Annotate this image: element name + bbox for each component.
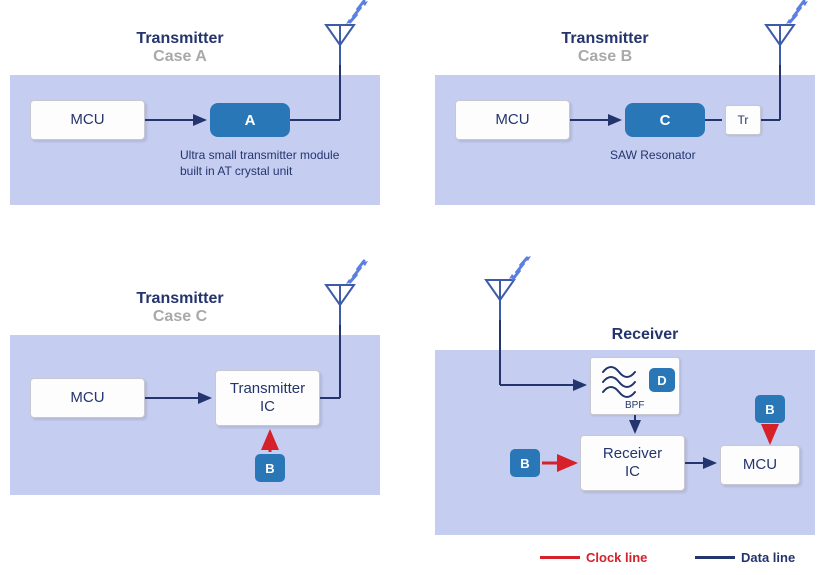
caption-b-text: SAW Resonator [610,148,696,162]
legend-clock-label: Clock line [586,550,647,565]
mcu-a: MCU [30,100,145,140]
chip-b-c-label: B [265,461,274,476]
mcu-d: MCU [720,445,800,485]
caption-a-line2: built in AT crystal unit [180,164,292,178]
panel-case-a [10,75,380,205]
panel-case-b [435,75,815,205]
caption-a: Ultra small transmitter module built in … [180,148,370,179]
chip-b-c: B [255,454,285,482]
chip-b-right-d: B [755,395,785,423]
chip-d: D [649,368,675,392]
title-case-b: Transmitter Case B [545,30,665,66]
chip-a: A [210,103,290,137]
mcu-a-label: MCU [70,111,104,129]
legend-data-label: Data line [741,550,795,565]
title-main-b: Transmitter [545,30,665,48]
bpf-label: BPF [625,400,644,411]
title-case-a: Transmitter Case A [120,30,240,66]
mcu-c-label: MCU [70,389,104,407]
chip-b-left-d: B [510,449,540,477]
tx-ic-label: Transmitter IC [230,380,305,416]
legend-data-line [695,556,735,559]
title-sub-a: Case A [120,48,240,66]
tr-box: Tr [725,105,761,135]
chip-b-left-d-label: B [520,456,529,471]
legend-clock-line [540,556,580,559]
caption-b: SAW Resonator [610,148,696,164]
mcu-b-label: MCU [495,111,529,129]
bpf-box: D BPF [590,357,680,415]
bpf-waves-icon [601,364,651,398]
mcu-c: MCU [30,378,145,418]
chip-c: C [625,103,705,137]
mcu-b: MCU [455,100,570,140]
title-case-c: Transmitter Case C [120,290,240,326]
title-main-c: Transmitter [120,290,240,308]
title-receiver: Receiver [595,326,695,344]
chip-b-right-d-label: B [765,402,774,417]
caption-a-line1: Ultra small transmitter module [180,148,339,162]
title-sub-b: Case B [545,48,665,66]
tx-ic-box: Transmitter IC [215,370,320,426]
title-sub-c: Case C [120,308,240,326]
title-main-a: Transmitter [120,30,240,48]
chip-a-label: A [245,112,256,129]
chip-c-label: C [660,112,671,129]
rx-ic-label: Receiver IC [603,445,662,481]
tr-box-label: Tr [738,113,749,127]
legend-data: Data line [695,550,795,565]
legend-clock: Clock line [540,550,647,565]
chip-d-label: D [657,373,666,388]
rx-ic-box: Receiver IC [580,435,685,491]
title-main-d: Receiver [595,326,695,344]
mcu-d-label: MCU [743,456,777,474]
